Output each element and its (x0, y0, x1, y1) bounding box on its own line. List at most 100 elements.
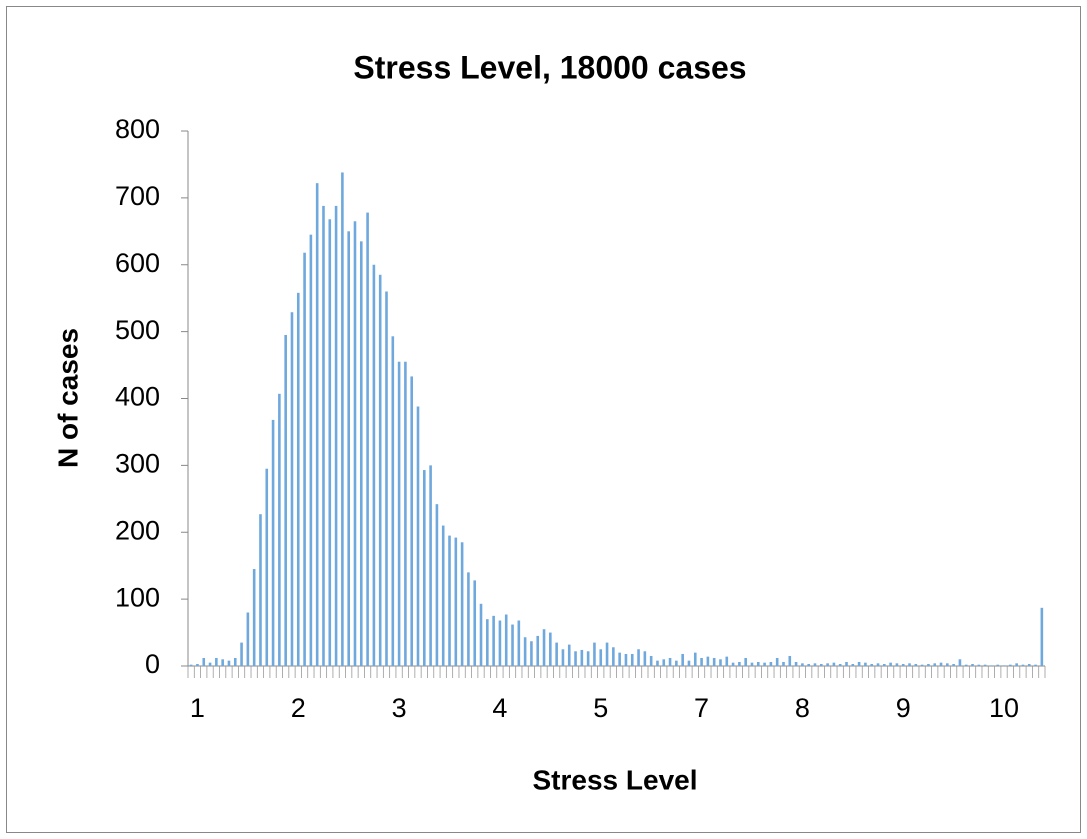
bar (819, 663, 823, 666)
bar (927, 663, 930, 666)
bar (857, 661, 861, 666)
bar (983, 664, 987, 666)
bar (215, 657, 218, 666)
bar (605, 642, 609, 666)
bar (618, 652, 621, 666)
bar (1034, 664, 1037, 666)
bar (908, 663, 911, 666)
bar (492, 615, 495, 666)
bar (599, 649, 603, 666)
chart-border (6, 6, 1081, 833)
bar (240, 642, 243, 666)
bar (567, 644, 571, 666)
bar (946, 663, 949, 666)
bar (265, 468, 269, 666)
bar (794, 661, 798, 666)
bar (208, 662, 212, 666)
y-tick-label: 0 (145, 649, 160, 679)
bar (889, 662, 892, 666)
bar (624, 653, 628, 666)
bar (933, 663, 937, 666)
bar (397, 361, 401, 666)
bar (259, 514, 262, 666)
bar (284, 334, 287, 666)
bar (1002, 665, 1006, 666)
bar (756, 661, 760, 666)
bar (233, 657, 237, 666)
bar (580, 649, 584, 666)
y-tick-label: 400 (115, 382, 160, 412)
bar (498, 620, 502, 666)
y-tick-label: 200 (115, 515, 160, 545)
bar (549, 632, 552, 666)
bar (782, 661, 785, 666)
bar (864, 662, 867, 666)
bar (189, 664, 193, 666)
bar (486, 619, 489, 666)
bar (523, 637, 527, 666)
x-tick-label: 7 (694, 693, 709, 723)
bar (341, 172, 344, 666)
bar (712, 657, 716, 666)
bar (271, 419, 275, 666)
y-tick-label: 700 (115, 181, 160, 211)
bar (296, 292, 300, 666)
bar (252, 569, 256, 666)
bar (700, 657, 703, 666)
bar (423, 470, 426, 666)
bar (429, 465, 432, 666)
bar (530, 641, 533, 666)
bar (202, 657, 206, 666)
bar (832, 662, 836, 666)
chart-title: Stress Level, 18000 cases (353, 49, 746, 85)
bar (366, 212, 369, 666)
bar (801, 663, 804, 666)
bar (460, 542, 464, 666)
bar (290, 312, 294, 666)
bar (876, 663, 880, 666)
bar (744, 657, 747, 666)
bar (410, 376, 414, 666)
bar (813, 663, 817, 666)
bar (769, 661, 773, 666)
bar (1027, 663, 1031, 666)
bar (996, 664, 1000, 666)
bar (668, 657, 672, 666)
bar (467, 572, 470, 666)
x-axis-label: Stress Level (533, 764, 698, 795)
bar (517, 620, 521, 666)
bar (750, 662, 754, 666)
y-axis-label: N of cases (52, 328, 83, 468)
bar (681, 653, 684, 666)
bar (1040, 607, 1044, 666)
bar (574, 651, 577, 666)
x-tick-label: 3 (392, 693, 407, 723)
bar (441, 525, 445, 666)
bar (385, 291, 388, 666)
bar (347, 231, 350, 666)
bar (643, 651, 647, 666)
bar (958, 659, 962, 666)
bar (227, 660, 231, 666)
bar (693, 652, 697, 666)
x-tick-label: 10 (989, 693, 1019, 723)
bar (725, 656, 729, 666)
bar (687, 660, 691, 666)
bar (328, 219, 332, 666)
x-tick-label: 5 (593, 693, 608, 723)
bar (454, 537, 458, 666)
bar (416, 406, 420, 666)
bar (870, 663, 874, 666)
bar (391, 336, 395, 666)
bar (763, 662, 766, 666)
bar (630, 653, 634, 666)
bar (1009, 664, 1012, 666)
bar (826, 663, 829, 666)
bar (479, 603, 483, 666)
bar (990, 665, 993, 666)
bar (542, 629, 546, 666)
bar (738, 661, 741, 666)
bar (221, 659, 224, 666)
